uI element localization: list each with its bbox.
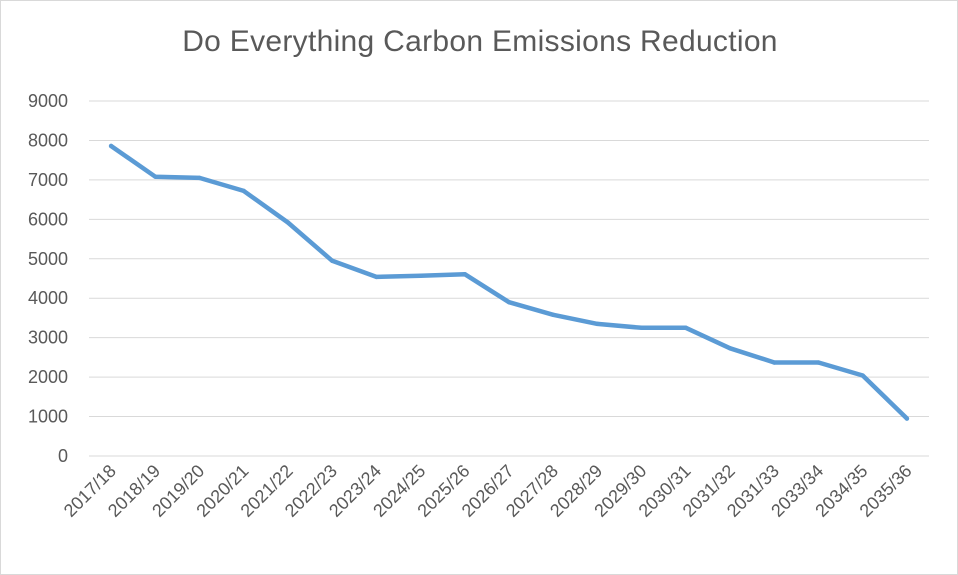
y-tick-label: 7000 (28, 170, 68, 190)
y-tick-label: 4000 (28, 288, 68, 308)
data-point (816, 360, 821, 365)
data-point (772, 360, 777, 365)
data-point (639, 325, 644, 331)
data-point (860, 373, 865, 378)
y-tick-label: 9000 (28, 91, 68, 111)
y-tick-label: 8000 (28, 130, 68, 150)
chart-title: Do Everything Carbon Emissions Reduction (182, 25, 778, 58)
data-point (595, 321, 600, 327)
data-point (551, 312, 556, 317)
data-point (153, 174, 158, 179)
y-tick-label: 3000 (28, 328, 68, 348)
x-axis: 2017/182018/192019/202020/212021/222022/… (60, 461, 916, 521)
y-axis: 0 1000 2000 3000 4000 5000 6000 7000 8000 9000 (28, 91, 68, 466)
data-point (197, 175, 202, 181)
y-tick-label: 2000 (28, 367, 68, 387)
y-tick-label: 5000 (28, 249, 68, 269)
data-point (683, 325, 689, 331)
data-point (329, 258, 335, 263)
data-point (374, 274, 379, 280)
grid-layer (89, 100, 929, 457)
y-tick-label: 6000 (28, 209, 68, 229)
y-tick-label: 0 (58, 446, 68, 466)
data-point (462, 271, 467, 277)
data-point (904, 416, 910, 421)
series-line (108, 143, 910, 421)
series-layer (108, 143, 910, 421)
data-point (506, 299, 512, 305)
data-point (418, 273, 423, 278)
data-point (285, 220, 291, 225)
data-point (727, 346, 733, 351)
data-point (108, 143, 114, 149)
data-point (241, 188, 246, 194)
y-tick-label: 1000 (28, 407, 68, 427)
